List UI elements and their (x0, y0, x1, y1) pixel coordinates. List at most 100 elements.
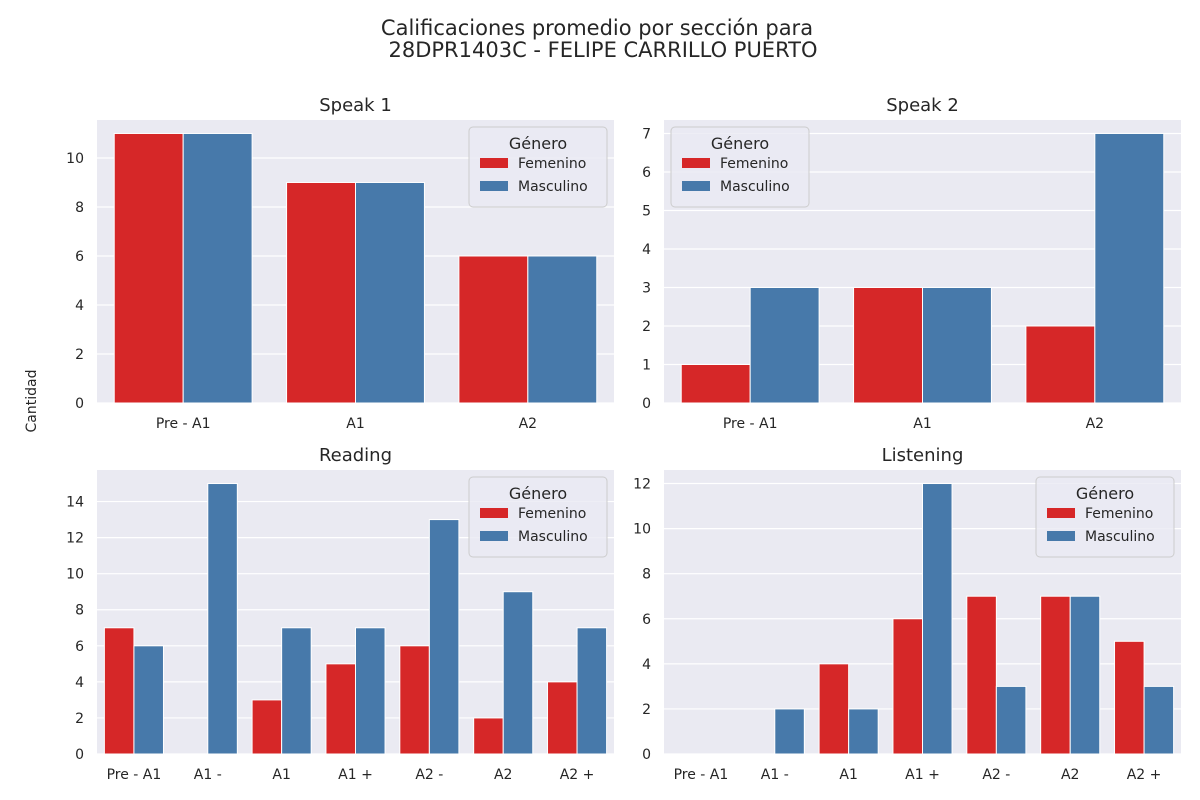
y-tick-label: 4 (75, 298, 84, 314)
bar-masculino-a2 (527, 255, 598, 404)
y-axis-label: Cantidad (24, 370, 40, 433)
legend-swatch-masculino (682, 181, 710, 191)
bar-femenino-a1 (892, 618, 924, 755)
legend-swatch-masculino (1047, 531, 1075, 541)
x-tick-label: A2 (1061, 767, 1079, 783)
bar-masculino-a1 (355, 627, 386, 755)
figure-title-line-2: 28DPR1403C - FELIPE CARRILLO PUERTO (388, 38, 817, 62)
legend: Género Femenino Masculino (468, 126, 608, 208)
bar-femenino-a2 (966, 595, 997, 755)
x-tick-label: A2 (1086, 416, 1104, 432)
subplot-speak-2: 0 1 2 3 4 5 6 7 Speak 2 Pre - A1 A1 A2 Género Femenin… (642, 95, 1181, 432)
y-tick-label: 6 (642, 612, 651, 628)
y-tick-label: 8 (642, 567, 651, 583)
bar-femenino-a2 (399, 645, 430, 755)
bar-masculino-a1 (922, 483, 953, 755)
bar-masculino-a2 (995, 685, 1027, 755)
bar-femenino-a2 (547, 681, 578, 755)
legend-title: Género (509, 484, 567, 503)
bar-masculino-pre-a1 (749, 286, 820, 404)
y-tick-label: 10 (66, 151, 84, 167)
y-tick-label: 2 (642, 702, 651, 718)
y-tick-label: 4 (75, 675, 84, 691)
y-tick-label: 10 (66, 567, 84, 583)
bar-masculino-a2 (428, 519, 460, 755)
subplot-speak-1: 0 2 4 6 8 10 Speak 1 Pre - A1 A1 A2 Género Femenino… (66, 95, 614, 432)
bar-masculino-a2 (502, 591, 534, 755)
legend-swatch-masculino (480, 181, 508, 191)
x-tick-label: A1 (272, 767, 290, 783)
y-tick-label: 2 (75, 711, 84, 727)
legend-label-femenino: Femenino (518, 506, 586, 522)
bar-masculino-pre-a1 (182, 132, 253, 404)
y-tick-label: 14 (66, 495, 84, 511)
y-tick-label: 5 (642, 203, 651, 219)
y-tick-label: 6 (642, 165, 651, 181)
bar-masculino-a1 (774, 708, 805, 755)
y-tick-label: 4 (642, 657, 651, 673)
bar-femenino-a2 (458, 255, 529, 404)
x-tick-label: A2 - (982, 767, 1010, 783)
x-tick-label: A1 (346, 416, 364, 432)
bar-femenino-pre-a1 (103, 627, 135, 755)
x-tick-label: Pre - A1 (674, 767, 729, 783)
bar-femenino-a2 (1114, 640, 1145, 755)
bar-masculino-a1 (281, 627, 312, 755)
subplot-title: Reading (319, 445, 392, 466)
bar-masculino-a1 (207, 483, 238, 755)
legend-label-masculino: Masculino (720, 179, 790, 195)
legend: Género Femenino Masculino (1035, 476, 1175, 558)
legend-swatch-femenino (480, 158, 508, 168)
legend: Género Femenino Masculino (468, 476, 608, 558)
x-tick-label: A1 + (905, 767, 940, 783)
legend-swatch-femenino (1047, 508, 1075, 518)
y-tick-label: 6 (75, 249, 84, 265)
x-tick-label: A2 - (415, 767, 443, 783)
x-tick-label: A2 + (560, 767, 595, 783)
y-tick-label: 1 (642, 357, 651, 373)
x-tick-label: Pre - A1 (723, 416, 778, 432)
y-tick-label: 0 (642, 396, 651, 412)
bar-masculino-a1 (922, 286, 992, 404)
bar-masculino-a2 (576, 627, 608, 755)
y-tick-label: 3 (642, 280, 651, 296)
legend-label-masculino: Masculino (1085, 529, 1155, 545)
legend-label-femenino: Femenino (518, 156, 586, 172)
y-tick-label: 6 (75, 639, 84, 655)
x-tick-label: Pre - A1 (156, 416, 211, 432)
x-tick-label: Pre - A1 (107, 767, 162, 783)
bar-masculino-a1 (355, 181, 425, 404)
x-tick-label: A1 - (761, 767, 789, 783)
y-tick-label: 12 (633, 477, 651, 493)
legend-title: Género (509, 134, 567, 153)
bar-femenino-a1 (818, 663, 850, 755)
x-tick-label: A1 + (338, 767, 373, 783)
y-tick-label: 4 (642, 242, 651, 258)
y-tick-label: 0 (75, 747, 84, 763)
subplot-title: Listening (882, 445, 964, 466)
bar-femenino-a1 (286, 181, 357, 404)
x-tick-label: A1 (913, 416, 931, 432)
y-tick-label: 8 (75, 603, 84, 619)
y-tick-label: 2 (75, 347, 84, 363)
bar-femenino-a1 (251, 699, 283, 755)
legend-swatch-masculino (480, 531, 508, 541)
bar-femenino-a2 (473, 717, 504, 755)
y-tick-label: 10 (633, 522, 651, 538)
legend: Género Femenino Masculino (670, 126, 810, 208)
legend-label-femenino: Femenino (720, 156, 788, 172)
y-tick-label: 2 (642, 319, 651, 335)
bar-femenino-a2 (1025, 325, 1096, 404)
bar-masculino-a2 (1069, 595, 1101, 755)
bar-masculino-a2 (1143, 685, 1175, 755)
y-tick-label: 7 (642, 126, 651, 142)
x-tick-label: A1 - (194, 767, 222, 783)
legend-label-femenino: Femenino (1085, 506, 1153, 522)
subplot-listening: 0 2 4 6 8 10 12 Listening Pre - A1 A1 - A1 A1 + A2 -… (633, 445, 1181, 783)
bar-femenino-pre-a1 (680, 363, 751, 404)
legend-title: Género (711, 134, 769, 153)
bar-femenino-pre-a1 (113, 132, 184, 404)
x-tick-label: A2 + (1127, 767, 1162, 783)
